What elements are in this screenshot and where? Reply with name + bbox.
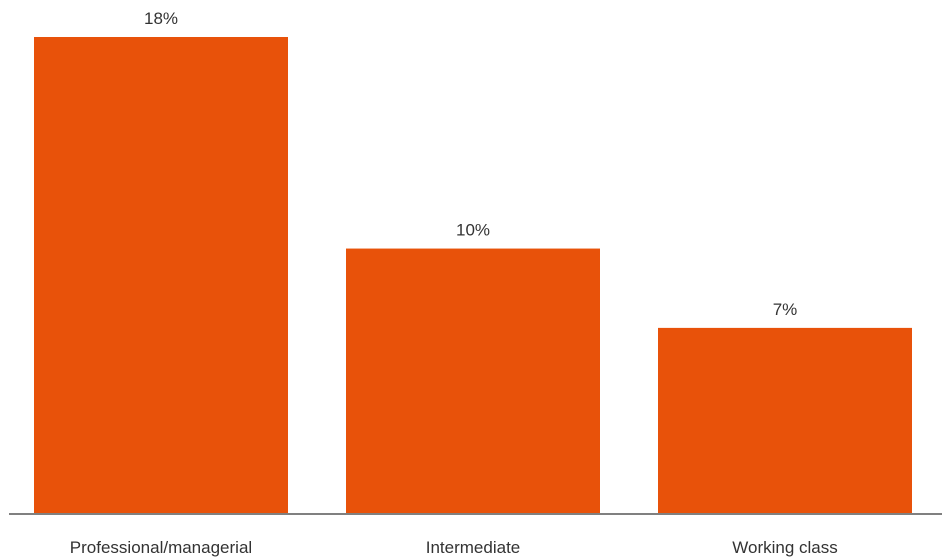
bar-value-label: 10% <box>456 221 490 240</box>
bar-value-label: 7% <box>773 300 798 319</box>
bar-value-label: 18% <box>144 9 178 28</box>
bars-group <box>34 37 912 514</box>
bar <box>658 327 912 513</box>
bar <box>346 248 600 514</box>
category-label: Professional/managerial <box>70 538 252 557</box>
category-label: Working class <box>732 538 838 557</box>
category-label: Intermediate <box>426 538 521 557</box>
category-labels-group: Professional/managerial Intermediate Worki… <box>70 538 838 557</box>
value-labels-group: 18% 10% 7% <box>144 9 797 319</box>
bar <box>34 37 288 513</box>
